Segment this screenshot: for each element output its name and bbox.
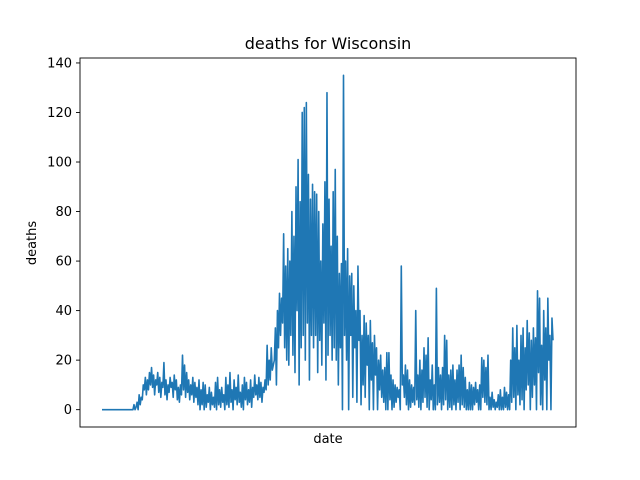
y-tick-label: 140 [47, 56, 72, 71]
series-layer [102, 74, 554, 411]
y-tick-label: 100 [47, 156, 72, 171]
y-tick-label: 20 [55, 354, 72, 369]
y-tick-label: 0 [64, 403, 72, 418]
y-tick-label: 120 [47, 106, 72, 121]
y-tick-label: 80 [55, 205, 72, 220]
y-tick-label: 40 [55, 304, 72, 319]
x-axis-label: date [313, 432, 342, 447]
axes-frame [79, 57, 577, 428]
series-line-deaths [102, 74, 554, 411]
y-axis-label: deaths [25, 221, 40, 266]
chart-title: deaths for Wisconsin [245, 34, 412, 53]
y-tick-label: 60 [55, 255, 72, 270]
axes: 0 20 40 60 80 100 120 140 [47, 56, 577, 428]
